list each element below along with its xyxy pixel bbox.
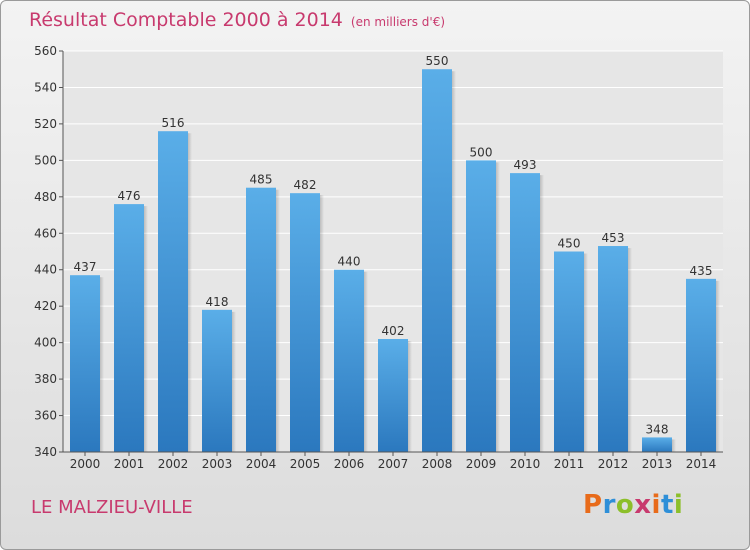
value-label: 437 [74,260,97,274]
x-tick-label: 2004 [246,457,277,471]
y-tick-label: 380 [34,372,57,386]
bar-shadow [188,133,192,452]
bar-shadow [276,189,280,453]
bar-2012 [598,246,628,452]
x-tick-label: 2008 [422,457,453,471]
x-tick-label: 2012 [598,457,629,471]
y-tick-label: 420 [34,299,57,313]
y-tick-label: 340 [34,445,57,459]
x-tick-label: 2010 [510,457,541,471]
value-label: 418 [206,295,229,309]
value-label: 450 [558,237,581,251]
bar-2011 [554,251,584,452]
bar-shadow [672,439,676,452]
bar-shadow [452,71,456,453]
y-tick-label: 520 [34,117,57,131]
bar-2003 [202,309,232,452]
value-label: 348 [646,422,669,436]
y-tick-label: 540 [34,80,57,94]
place-name: LE MALZIEU-VILLE [31,497,193,518]
bar-2004 [246,187,276,453]
logo-letter: t [660,490,674,520]
bar-chart: 437 476 516 418 485 482 440 402 550 500 493 450 453 3… [34,44,723,471]
value-label: 435 [690,264,713,278]
bar-shadow [584,253,588,452]
bar-2002 [158,131,188,452]
bar-shadow [408,340,412,452]
bar-2008 [422,69,452,453]
y-tick-label: 360 [34,409,57,423]
bar-2013 [642,437,672,452]
x-tick-label: 2007 [378,457,409,471]
bar-2009 [466,160,496,452]
bar-2006 [334,269,364,452]
bar-2010 [510,173,540,452]
bar-2014 [686,278,716,452]
logo-letter: x [634,490,652,520]
value-label: 550 [426,54,449,68]
x-tick-label: 2001 [114,457,145,471]
bar-shadow [540,175,544,452]
chart-title: Résultat Comptable 2000 à 2014 (en millie… [29,9,446,31]
y-tick-label: 480 [34,190,57,204]
x-tick-label: 2014 [686,457,717,471]
bar-2007 [378,338,408,452]
chart-subtitle: (en milliers d'€) [350,15,446,29]
value-label: 482 [294,178,317,192]
bar-shadow [716,280,720,452]
y-tick-label: 440 [34,263,57,277]
x-tick-label: 2005 [290,457,321,471]
y-tick-label: 500 [34,153,57,167]
value-label: 476 [118,189,141,203]
bar-shadow [100,277,104,452]
value-label: 500 [470,145,493,159]
bar-shadow [364,271,368,452]
bar-shadow [628,248,632,452]
value-label: 402 [382,324,405,338]
bar-shadow [320,195,324,452]
bar-2001 [114,204,144,452]
proxiti-logo[interactable]: Proxiti [583,490,683,520]
value-label: 453 [602,231,625,245]
bar-2000 [70,275,100,452]
x-tick-label: 2002 [158,457,189,471]
x-tick-label: 2000 [70,457,101,471]
logo-letter: i [673,490,684,520]
x-tick-label: 2003 [202,457,233,471]
value-label: 516 [162,116,185,130]
bar-shadow [496,162,500,452]
x-tick-label: 2009 [466,457,497,471]
x-tick-label: 2011 [554,457,585,471]
value-label: 440 [338,255,361,269]
logo-letter: r [602,490,616,520]
x-tick-label: 2013 [642,457,673,471]
logo-letter: o [615,490,635,520]
y-tick-label: 560 [34,44,57,58]
bar-shadow [144,206,148,452]
x-tick-label: 2006 [334,457,365,471]
value-label: 485 [250,173,273,187]
y-tick-label: 460 [34,226,57,240]
bar-2005 [290,193,320,452]
bar-shadow [232,311,236,452]
y-tick-label: 400 [34,336,57,350]
value-label: 493 [514,158,537,172]
logo-letter: P [583,490,603,520]
logo-letter: i [651,490,661,520]
